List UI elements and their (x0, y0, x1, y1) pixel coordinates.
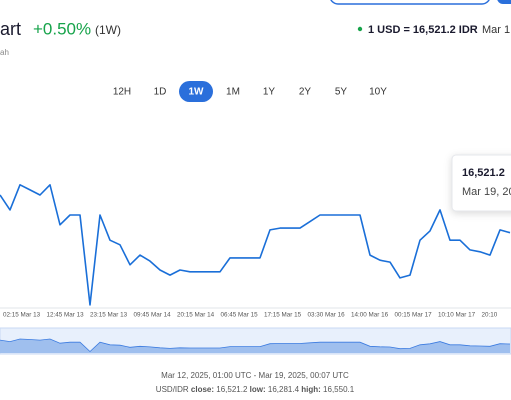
x-axis: 02:15 Mar 13 12:45 Mar 13 23:15 Mar 13 09:4… (3, 312, 498, 319)
navigator-series (0, 338, 511, 353)
tab-label[interactable]: 12H (113, 87, 131, 98)
tab-label[interactable]: 5Y (335, 87, 348, 98)
top-button[interactable] (330, 0, 490, 5)
tab-active-bg[interactable] (179, 81, 213, 102)
x-tick-label: 00:15 Mar 17 (395, 312, 433, 319)
x-tick-label: 10:10 Mar 17 (438, 312, 476, 319)
x-tick-label: 12:45 Mar 13 (47, 312, 85, 319)
change: +0.50% (33, 19, 91, 38)
tab-label[interactable]: 10Y (369, 87, 387, 98)
tooltip-value: 16,521.2 (462, 167, 505, 179)
footer-stats: USD/IDR close: 16,521.2 low: 16,281.4 hi… (156, 385, 355, 394)
x-tick-label: 20:10 (482, 312, 498, 319)
x-tick-label: 14:00 Mar 16 (351, 312, 389, 319)
x-tick-label: 03:30 Mar 16 (308, 312, 346, 319)
rate-date: Mar 1 (482, 24, 510, 36)
tab[interactable]: 12H (113, 87, 131, 98)
plot (0, 184, 511, 306)
close-label: close: (191, 385, 214, 394)
x-tick-label: 09:45 Mar 14 (134, 312, 172, 319)
top-button-filled[interactable] (497, 0, 511, 4)
navigator-area (0, 339, 510, 353)
tab[interactable]: 1W (179, 81, 213, 102)
tab[interactable]: 1D (154, 87, 167, 98)
navigator-line (0, 338, 511, 353)
tab[interactable]: 1M (226, 87, 240, 98)
high-label: high: (301, 385, 321, 394)
x-tick-label: 23:15 Mar 13 (90, 312, 128, 319)
x-tick-label: 02:15 Mar 13 (3, 312, 41, 319)
status-dot (357, 26, 363, 32)
tab-label[interactable]: 1M (226, 87, 240, 98)
tooltip: 16,521.2 Mar 19, 20 (451, 154, 511, 212)
high: 16,550.1 (323, 385, 355, 394)
tab[interactable]: 1Y (263, 87, 276, 98)
tab[interactable]: 5Y (335, 87, 348, 98)
tab-label[interactable]: 1Y (263, 87, 276, 98)
low-label: low: (250, 385, 266, 394)
footer-range: Mar 12, 2025, 01:00 UTC - Mar 19, 2025, … (161, 371, 349, 380)
tab[interactable]: 10Y (369, 87, 387, 98)
low: 16,281.4 (268, 385, 300, 394)
price-line (0, 184, 511, 306)
tooltip-date: Mar 19, 20 (462, 186, 511, 198)
tab-label[interactable]: 1W (189, 87, 205, 98)
subtitle: ah (0, 48, 9, 57)
rate: 1 USD = 16,521.2 IDR (368, 24, 478, 36)
period: (1W) (95, 23, 121, 37)
tab[interactable]: 2Y (299, 87, 312, 98)
title: art (0, 19, 21, 39)
tooltip-box (451, 154, 511, 212)
close: 16,521.2 (216, 385, 248, 394)
x-tick-label: 20:15 Mar 14 (177, 312, 215, 319)
x-tick-label: 17:15 Mar 15 (264, 312, 302, 319)
tab-label[interactable]: 2Y (299, 87, 312, 98)
x-tick-label: 06:45 Mar 15 (221, 312, 259, 319)
tab-label[interactable]: 1D (154, 87, 167, 98)
pair: USD/IDR (156, 385, 189, 394)
tabs: 12H 1D 1W 1M 1Y 2Y 5Y 10Y (113, 81, 387, 102)
